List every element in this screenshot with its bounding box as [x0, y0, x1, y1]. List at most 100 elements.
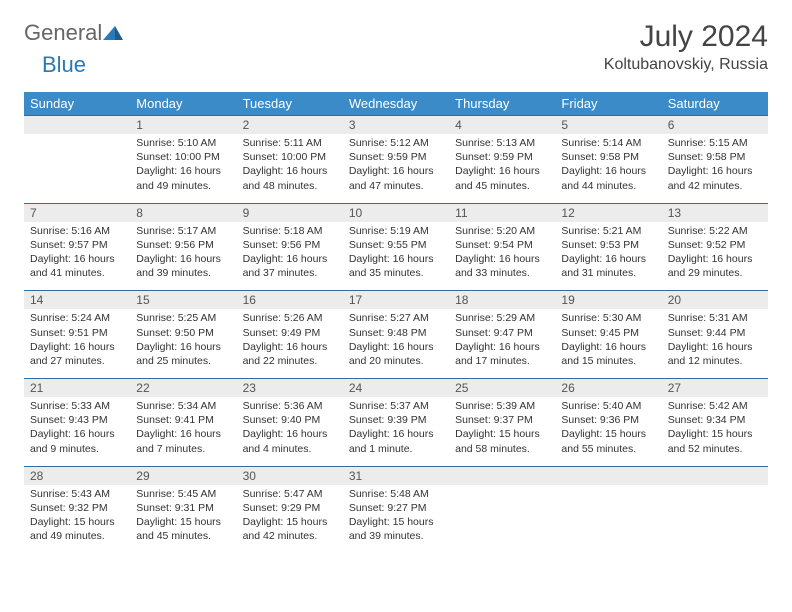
sunrise-text: Sunrise: 5:10 AM — [136, 136, 230, 150]
sunset-text: Sunset: 9:44 PM — [668, 326, 762, 340]
day-detail-cell: Sunrise: 5:27 AMSunset: 9:48 PMDaylight:… — [343, 309, 449, 378]
day1-text: Daylight: 15 hours — [455, 427, 549, 441]
day-detail-cell: Sunrise: 5:40 AMSunset: 9:36 PMDaylight:… — [555, 397, 661, 466]
day1-text: Daylight: 16 hours — [243, 252, 337, 266]
day2-text: and 42 minutes. — [243, 529, 337, 543]
day-detail-cell: Sunrise: 5:16 AMSunset: 9:57 PMDaylight:… — [24, 222, 130, 291]
day-detail-cell — [24, 134, 130, 203]
day-detail-cell: Sunrise: 5:20 AMSunset: 9:54 PMDaylight:… — [449, 222, 555, 291]
day-detail-row: Sunrise: 5:33 AMSunset: 9:43 PMDaylight:… — [24, 397, 768, 466]
sunset-text: Sunset: 9:56 PM — [136, 238, 230, 252]
sunset-text: Sunset: 9:58 PM — [668, 150, 762, 164]
day1-text: Daylight: 16 hours — [30, 427, 124, 441]
sunrise-text: Sunrise: 5:15 AM — [668, 136, 762, 150]
sunrise-text: Sunrise: 5:13 AM — [455, 136, 549, 150]
day2-text: and 48 minutes. — [243, 179, 337, 193]
sunrise-text: Sunrise: 5:45 AM — [136, 487, 230, 501]
day-number: 10 — [343, 203, 449, 222]
day-detail-cell: Sunrise: 5:42 AMSunset: 9:34 PMDaylight:… — [662, 397, 768, 466]
sunset-text: Sunset: 9:59 PM — [349, 150, 443, 164]
day-number: 14 — [24, 291, 130, 310]
sunrise-text: Sunrise: 5:19 AM — [349, 224, 443, 238]
day-number: 29 — [130, 466, 236, 485]
sunset-text: Sunset: 9:49 PM — [243, 326, 337, 340]
sunset-text: Sunset: 9:50 PM — [136, 326, 230, 340]
day2-text: and 52 minutes. — [668, 442, 762, 456]
day-detail-cell — [555, 485, 661, 554]
sunset-text: Sunset: 9:53 PM — [561, 238, 655, 252]
weekday-header: Thursday — [449, 92, 555, 116]
day-detail-cell: Sunrise: 5:18 AMSunset: 9:56 PMDaylight:… — [237, 222, 343, 291]
sunrise-text: Sunrise: 5:34 AM — [136, 399, 230, 413]
day-number: 20 — [662, 291, 768, 310]
day2-text: and 31 minutes. — [561, 266, 655, 280]
day2-text: and 41 minutes. — [30, 266, 124, 280]
day-detail-cell: Sunrise: 5:31 AMSunset: 9:44 PMDaylight:… — [662, 309, 768, 378]
sunset-text: Sunset: 9:29 PM — [243, 501, 337, 515]
day1-text: Daylight: 16 hours — [349, 340, 443, 354]
sunrise-text: Sunrise: 5:16 AM — [30, 224, 124, 238]
sunrise-text: Sunrise: 5:12 AM — [349, 136, 443, 150]
day-detail-row: Sunrise: 5:43 AMSunset: 9:32 PMDaylight:… — [24, 485, 768, 554]
sunrise-text: Sunrise: 5:37 AM — [349, 399, 443, 413]
day2-text: and 7 minutes. — [136, 442, 230, 456]
day2-text: and 35 minutes. — [349, 266, 443, 280]
day-number: 9 — [237, 203, 343, 222]
day1-text: Daylight: 16 hours — [349, 164, 443, 178]
title-block: July 2024 Koltubanovskiy, Russia — [604, 20, 768, 74]
day2-text: and 58 minutes. — [455, 442, 549, 456]
day-detail-row: Sunrise: 5:16 AMSunset: 9:57 PMDaylight:… — [24, 222, 768, 291]
sunset-text: Sunset: 9:55 PM — [349, 238, 443, 252]
day-detail-cell: Sunrise: 5:13 AMSunset: 9:59 PMDaylight:… — [449, 134, 555, 203]
day-number: 30 — [237, 466, 343, 485]
day2-text: and 49 minutes. — [136, 179, 230, 193]
day1-text: Daylight: 16 hours — [668, 164, 762, 178]
sunset-text: Sunset: 10:00 PM — [136, 150, 230, 164]
day2-text: and 9 minutes. — [30, 442, 124, 456]
day-number: 6 — [662, 116, 768, 135]
day-number: 25 — [449, 379, 555, 398]
day-number: 27 — [662, 379, 768, 398]
day1-text: Daylight: 16 hours — [455, 164, 549, 178]
sunrise-text: Sunrise: 5:36 AM — [243, 399, 337, 413]
sunrise-text: Sunrise: 5:29 AM — [455, 311, 549, 325]
day-detail-cell: Sunrise: 5:17 AMSunset: 9:56 PMDaylight:… — [130, 222, 236, 291]
sunrise-text: Sunrise: 5:14 AM — [561, 136, 655, 150]
day-number: 16 — [237, 291, 343, 310]
day2-text: and 25 minutes. — [136, 354, 230, 368]
day-detail-cell: Sunrise: 5:14 AMSunset: 9:58 PMDaylight:… — [555, 134, 661, 203]
day-detail-cell: Sunrise: 5:26 AMSunset: 9:49 PMDaylight:… — [237, 309, 343, 378]
day2-text: and 45 minutes. — [136, 529, 230, 543]
sunrise-text: Sunrise: 5:22 AM — [668, 224, 762, 238]
day-detail-cell: Sunrise: 5:30 AMSunset: 9:45 PMDaylight:… — [555, 309, 661, 378]
day2-text: and 42 minutes. — [668, 179, 762, 193]
day-detail-cell: Sunrise: 5:37 AMSunset: 9:39 PMDaylight:… — [343, 397, 449, 466]
day-detail-cell: Sunrise: 5:39 AMSunset: 9:37 PMDaylight:… — [449, 397, 555, 466]
day2-text: and 17 minutes. — [455, 354, 549, 368]
day2-text: and 29 minutes. — [668, 266, 762, 280]
day-number: 31 — [343, 466, 449, 485]
day2-text: and 55 minutes. — [561, 442, 655, 456]
calendar-table: Sunday Monday Tuesday Wednesday Thursday… — [24, 92, 768, 553]
day-number: 19 — [555, 291, 661, 310]
sunset-text: Sunset: 9:31 PM — [136, 501, 230, 515]
day2-text: and 12 minutes. — [668, 354, 762, 368]
day1-text: Daylight: 16 hours — [243, 340, 337, 354]
day2-text: and 39 minutes. — [349, 529, 443, 543]
day-detail-cell — [662, 485, 768, 554]
sunset-text: Sunset: 9:56 PM — [243, 238, 337, 252]
day-number: 28 — [24, 466, 130, 485]
day-number — [555, 466, 661, 485]
day1-text: Daylight: 16 hours — [561, 340, 655, 354]
day-number: 12 — [555, 203, 661, 222]
day1-text: Daylight: 16 hours — [455, 340, 549, 354]
day-number — [449, 466, 555, 485]
day1-text: Daylight: 16 hours — [668, 252, 762, 266]
day2-text: and 4 minutes. — [243, 442, 337, 456]
day-number: 11 — [449, 203, 555, 222]
weekday-header: Tuesday — [237, 92, 343, 116]
sunrise-text: Sunrise: 5:47 AM — [243, 487, 337, 501]
sunset-text: Sunset: 9:59 PM — [455, 150, 549, 164]
day2-text: and 45 minutes. — [455, 179, 549, 193]
day1-text: Daylight: 15 hours — [561, 427, 655, 441]
